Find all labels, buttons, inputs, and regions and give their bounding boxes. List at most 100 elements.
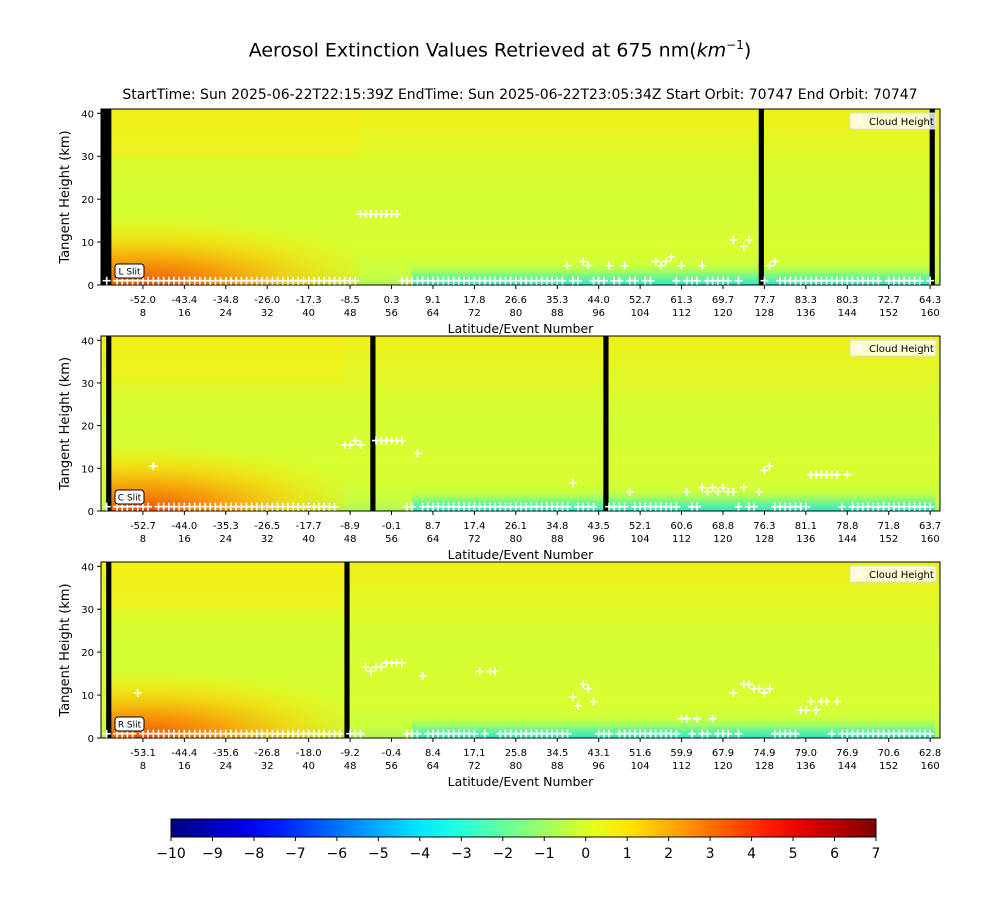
- x-tick-event-label: 144: [838, 761, 857, 772]
- x-tick-event-label: 88: [551, 534, 564, 545]
- cloud-height-marker: [724, 729, 733, 738]
- x-tick-lat-label: 17.4: [463, 521, 485, 532]
- cloud-height-marker: [475, 667, 484, 676]
- colorbar-tick-label: −4: [410, 846, 431, 862]
- cloud-height-marker: [133, 688, 142, 697]
- x-tick-lat-label: -18.0: [296, 748, 322, 759]
- cloud-height-marker: [346, 440, 355, 449]
- cloud-height-marker: [102, 502, 111, 511]
- upper-band: [106, 109, 360, 157]
- x-tick-lat-label: -26.0: [254, 295, 280, 306]
- cloud-height-marker: [672, 276, 681, 285]
- cloud-height-marker: [615, 276, 624, 285]
- cloud-height-marker: [760, 466, 769, 475]
- colorbar-tick-label: −5: [368, 846, 389, 862]
- x-tick-lat-label: 8.7: [425, 521, 441, 532]
- x-tick-lat-label: 17.1: [463, 748, 485, 759]
- x-tick-lat-label: 71.8: [878, 521, 900, 532]
- x-tick-event-label: 128: [755, 308, 774, 319]
- colorbar-tick-label: 7: [872, 846, 881, 862]
- y-tick-label: 40: [81, 336, 94, 347]
- x-tick-lat-label: -17.3: [296, 295, 322, 306]
- x-tick-event-label: 48: [344, 308, 357, 319]
- x-tick-lat-label: 51.6: [629, 748, 651, 759]
- x-tick-lat-label: 25.8: [505, 748, 527, 759]
- x-tick-event-label: 56: [385, 308, 398, 319]
- x-tick-lat-label: 68.8: [712, 521, 734, 532]
- cloud-height-marker: [361, 663, 370, 672]
- cloud-height-marker: [843, 470, 852, 479]
- x-tick-lat-label: 59.9: [670, 748, 692, 759]
- axes-frame: [100, 108, 941, 286]
- cloud-height-marker: [667, 253, 676, 262]
- x-tick-lat-label: -44.4: [171, 748, 197, 759]
- cloud-height-marker: [718, 483, 727, 492]
- figure-title: Aerosol Extinction Values Retrieved at 6…: [248, 38, 752, 62]
- cloud-height-marker: [589, 502, 598, 511]
- x-tick-event-label: 16: [178, 308, 191, 319]
- colorbar: −10 −9 −8 −7 −6 −5 −4 −3 −2 −1 0 1 2 3 4 5 6 7: [156, 818, 881, 862]
- cloud-height-marker: [366, 667, 375, 676]
- cloud-height-marker: [630, 276, 639, 285]
- x-tick-lat-label: -34.8: [213, 295, 239, 306]
- colorbar-tick-label: −1: [534, 846, 555, 862]
- x-tick-event-label: 72: [468, 534, 481, 545]
- x-tick-event-label: 144: [838, 534, 857, 545]
- x-tick-event-label: 112: [672, 308, 691, 319]
- x-tick-lat-label: 64.3: [919, 295, 941, 306]
- legend-marker: [855, 117, 863, 125]
- cloud-height-marker: [832, 470, 841, 479]
- x-tick-lat-label: 67.9: [712, 748, 734, 759]
- x-tick-lat-label: 70.6: [878, 748, 900, 759]
- x-tick-event-label: 72: [468, 761, 481, 772]
- x-tick-lat-label: -43.4: [171, 295, 197, 306]
- colorbar-tick-label: 1: [623, 846, 632, 862]
- x-tick-event-label: 32: [261, 308, 274, 319]
- cloud-height-marker: [149, 462, 158, 471]
- legend-marker: [855, 570, 863, 578]
- x-tick-event-label: 104: [631, 308, 650, 319]
- cloud-height-marker: [558, 276, 567, 285]
- axes-frame: [100, 335, 941, 512]
- missing-event-column: [101, 109, 112, 285]
- heatmap-panel-3: 0 10 20 30 40 Tangent Height (km) -53.1 8 -44.4 1…: [58, 561, 941, 789]
- y-tick-label: 10: [81, 464, 94, 475]
- x-tick-event-label: 152: [879, 534, 898, 545]
- x-tick-event-label: 96: [592, 761, 605, 772]
- x-tick-lat-label: 72.7: [878, 295, 900, 306]
- x-tick-lat-label: 26.1: [505, 521, 527, 532]
- slit-label: L Slit: [118, 268, 141, 278]
- cloud-height-marker: [144, 502, 153, 511]
- cloud-height-marker: [568, 479, 577, 488]
- x-tick-lat-label: -8.5: [340, 295, 360, 306]
- cloud-height-marker: [765, 261, 774, 270]
- cloud-height-marker: [703, 729, 712, 738]
- colorbar-tick-label: 3: [706, 846, 715, 862]
- cloud-height-marker: [470, 729, 479, 738]
- figure-subtitle: StartTime: Sun 2025-06-22T22:15:39Z EndT…: [122, 87, 918, 103]
- cloud-height-marker: [770, 257, 779, 266]
- x-tick-event-label: 40: [302, 308, 315, 319]
- x-tick-event-label: 152: [879, 308, 898, 319]
- cloud-height-marker: [651, 257, 660, 266]
- cloud-height-marker: [801, 502, 810, 511]
- x-tick-lat-label: 8.4: [425, 748, 441, 759]
- y-tick-label: 10: [81, 691, 94, 702]
- y-axis-label: Tangent Height (km): [58, 357, 73, 491]
- x-tick-lat-label: 77.7: [753, 295, 775, 306]
- x-tick-event-label: 8: [140, 761, 146, 772]
- x-tick-event-label: 136: [796, 761, 815, 772]
- cloud-height-marker: [408, 502, 417, 511]
- missing-event-column: [106, 336, 112, 511]
- x-tick-lat-label: 9.1: [425, 295, 441, 306]
- x-tick-event-label: 80: [509, 534, 522, 545]
- cloud-height-marker: [563, 502, 572, 511]
- cloud-height-marker: [926, 502, 935, 511]
- x-tick-lat-label: 52.7: [629, 295, 651, 306]
- cloud-height-marker: [656, 261, 665, 270]
- cloud-height-marker: [874, 276, 883, 285]
- x-tick-event-label: 64: [427, 761, 440, 772]
- heatmap-panel-2: 0 10 20 30 40 Tangent Height (km) -52.7 8 -44.0 1…: [58, 335, 941, 562]
- x-tick-lat-label: 61.3: [670, 295, 692, 306]
- cloud-height-marker: [807, 697, 816, 706]
